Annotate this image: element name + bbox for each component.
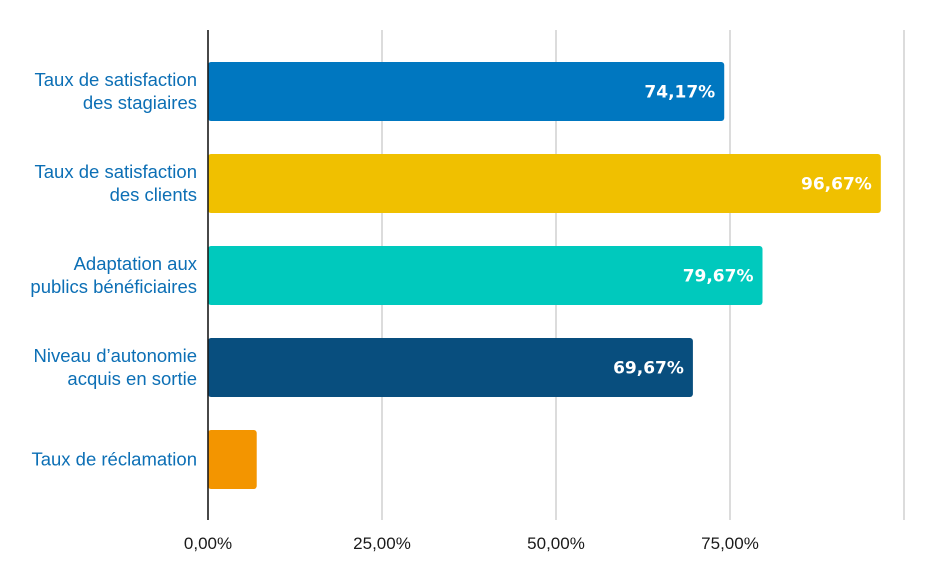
category-label: Taux de satisfaction des clients [35,161,197,205]
category-label: Niveau d’autonomie acquis en sortie [33,345,197,389]
data-label: 96,67% [801,175,872,195]
x-tick-label: 75,00% [701,534,759,553]
category-label: Adaptation aux publics bénéficiaires [30,253,197,297]
bar [208,430,257,489]
category-label-line: Niveau d’autonomie [33,345,197,366]
bar [208,246,763,305]
category-label-line: des stagiaires [83,92,197,113]
category-label-line: publics bénéficiaires [30,276,197,297]
category-label: Taux de satisfaction des stagiaires [35,69,197,113]
category-label-line: Taux de satisfaction [35,69,197,90]
x-tick-label: 25,00% [353,534,411,553]
category-label-line: des clients [110,184,197,205]
bar [208,338,693,397]
x-tick-label: 0,00% [184,534,232,553]
data-label: 69,67% [613,359,684,379]
labels: Taux de satisfaction des stagiaires 74,17%… [30,69,871,553]
bar [208,62,725,121]
category-label-line: Taux de réclamation [31,449,197,470]
category-label-line: Taux de satisfaction [35,161,197,182]
category-label-line: acquis en sortie [67,368,197,389]
bars [208,62,881,489]
category-label-line: Adaptation aux [74,253,198,274]
data-label: 74,17% [644,83,715,103]
category-label: Taux de réclamation [31,449,197,470]
x-tick-label: 50,00% [527,534,585,553]
bar [208,154,881,213]
data-label: 79,67% [683,267,754,287]
